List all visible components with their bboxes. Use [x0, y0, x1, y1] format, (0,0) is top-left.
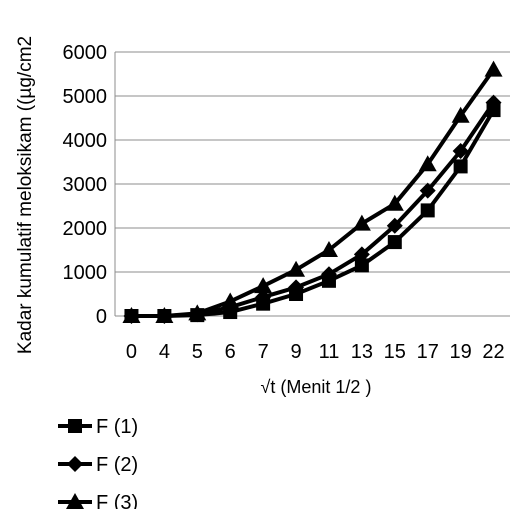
series-3-point	[254, 277, 273, 294]
series-1-point	[354, 258, 369, 273]
y-tick-label: 5000	[63, 86, 108, 108]
y-tick-label: 6000	[63, 42, 108, 64]
series-3-point	[319, 241, 338, 257]
series-2-point	[386, 217, 403, 234]
series-3-point	[221, 292, 240, 309]
legend-marker	[67, 456, 83, 472]
series-1	[124, 103, 501, 323]
y-tick-label: 2000	[63, 218, 108, 240]
series-3-point	[122, 307, 141, 323]
series-3-point	[484, 60, 503, 77]
legend-marker	[66, 493, 84, 509]
x-tick-label: 0	[126, 341, 137, 363]
x-tick-label: 5	[192, 341, 203, 363]
legend-label: F (2)	[96, 454, 138, 476]
series-1-point	[387, 235, 402, 250]
series-2-point	[288, 279, 305, 296]
legend: F (1) F (2) F (3)	[58, 416, 138, 509]
x-tick-label: 13	[351, 341, 373, 363]
series-3	[122, 60, 503, 323]
series-3-point	[451, 106, 470, 123]
series-3-point	[188, 304, 207, 321]
series-3-point	[352, 214, 371, 231]
x-tick-label: 22	[482, 341, 504, 363]
series-2-point	[485, 94, 502, 111]
x-tick-label: 11	[319, 341, 340, 363]
x-tick-label: 7	[258, 341, 269, 363]
x-tick-label: 19	[450, 341, 472, 363]
series-1-line	[131, 109, 496, 318]
series-2-point	[353, 246, 370, 263]
series-2-point	[419, 182, 436, 199]
series-3-point	[155, 307, 174, 323]
legend-item-2: F (2)	[58, 454, 138, 476]
series-2-line	[131, 101, 496, 318]
y-axis-label: Kadar kumulatif meloksikam ((µg/cm2	[15, 36, 36, 354]
series-group	[122, 60, 503, 324]
x-axis-label: √t (Menit 1/2 )	[261, 377, 372, 397]
legend-marker	[68, 419, 82, 433]
x-tick-label: 4	[159, 341, 170, 363]
x-tick-label: 9	[290, 341, 301, 363]
legend-item-1: F (1)	[58, 416, 138, 438]
legend-item-3: F (3)	[58, 492, 138, 509]
x-tick-label: 15	[384, 341, 406, 363]
grid-lines	[115, 51, 510, 317]
series-3-line	[131, 68, 496, 318]
x-tick-labels: 0 4 5 6 7 9 11 13 15 17 19 22	[126, 341, 505, 363]
series-3-point	[385, 194, 404, 211]
legend-label: F (1)	[96, 416, 138, 438]
y-tick-label: 4000	[63, 130, 108, 152]
y-tick-label: 1000	[63, 262, 108, 284]
series-2-point	[320, 266, 337, 283]
series-2	[123, 94, 502, 324]
series-3-point	[287, 260, 306, 277]
x-tick-label: 6	[225, 341, 236, 363]
y-tick-label: 0	[96, 306, 107, 328]
y-tick-label: 3000	[63, 174, 108, 196]
x-tick-label: 17	[417, 341, 439, 363]
y-tick-labels: 0 1000 2000 3000 4000 5000 6000	[63, 42, 108, 328]
series-2-point	[452, 143, 469, 159]
series-1-point	[420, 203, 435, 218]
legend-label: F (3)	[96, 492, 138, 509]
series-3-point	[418, 155, 437, 172]
series-1-point	[453, 159, 468, 174]
